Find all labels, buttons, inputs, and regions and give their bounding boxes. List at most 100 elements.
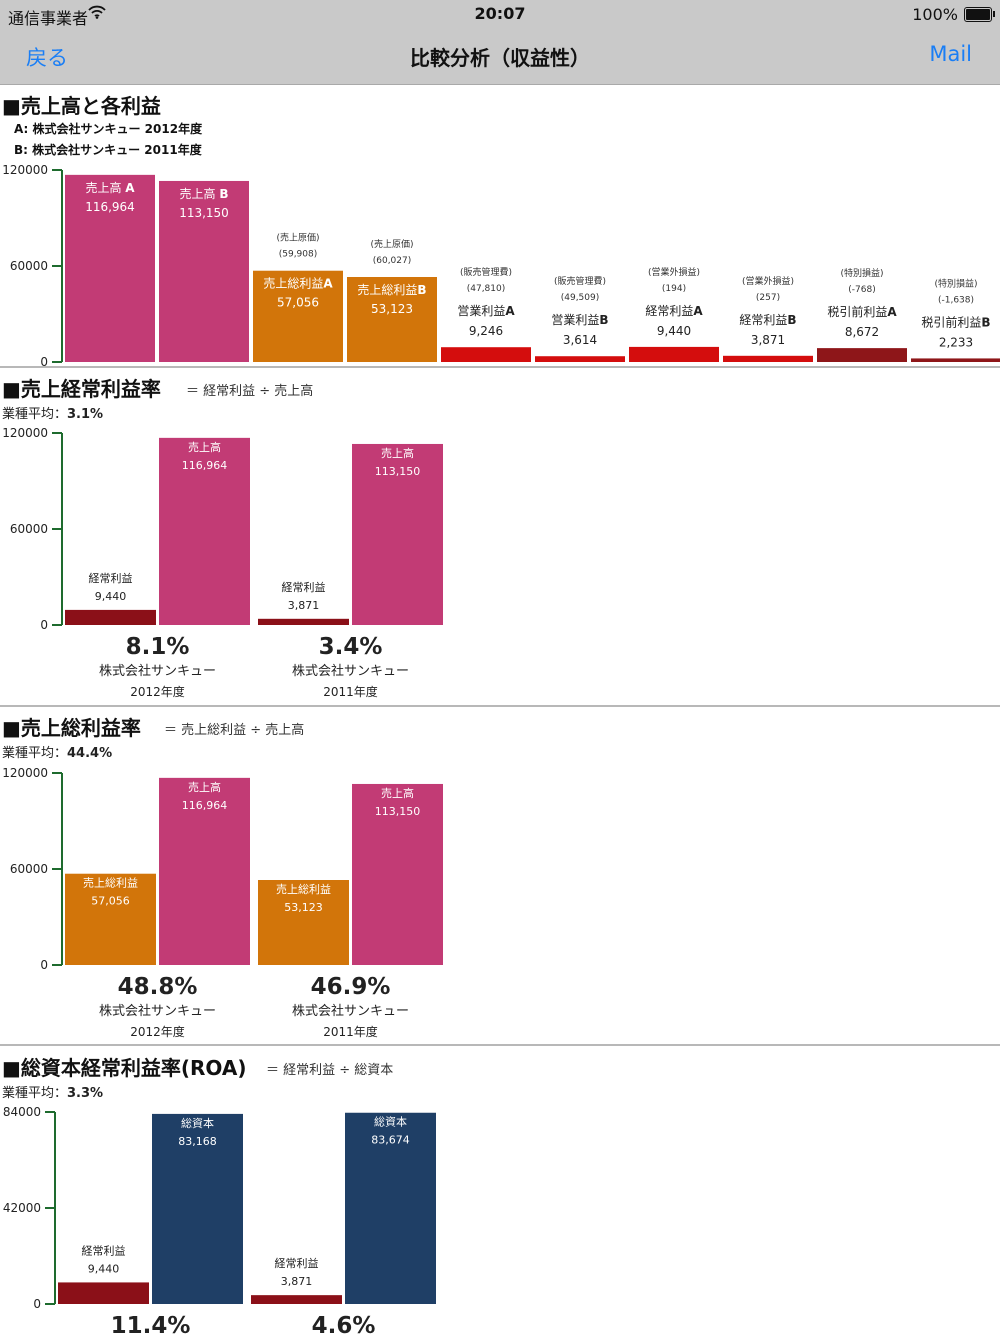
roa-y-tick-label: 42000 bbox=[3, 1201, 41, 1215]
gross-margin-year: 2012年度 bbox=[130, 1024, 185, 1039]
gross-margin-company: 株式会社サンキュー bbox=[99, 1003, 216, 1019]
battery-icon bbox=[964, 7, 995, 22]
bar-sales bbox=[65, 174, 155, 362]
bar-profit bbox=[441, 347, 531, 362]
bar-note-value: (49,509) bbox=[561, 293, 600, 303]
bar-label: 税引前利益B bbox=[921, 314, 990, 329]
bar-label-suffix: A bbox=[887, 305, 897, 319]
ordinary-margin-year: 2012年度 bbox=[130, 684, 185, 699]
bar-value: 3,614 bbox=[563, 333, 597, 347]
gross-margin-bar-value: 57,056 bbox=[91, 895, 130, 908]
legend-a: A: 株式会社サンキュー 2012年度 bbox=[14, 122, 203, 136]
status-bar: 通信事業者 20:07 100% bbox=[0, 0, 1000, 30]
back-button[interactable]: 戻る bbox=[26, 46, 68, 70]
roa-bar-label: 経常利益 bbox=[82, 1243, 126, 1257]
ordinary-margin-bar-label: 売上高 bbox=[188, 440, 221, 454]
industry-average-value: 3.1% bbox=[67, 407, 104, 422]
ordinary-margin-bar-value: 116,964 bbox=[182, 459, 228, 472]
ordinary-margin-y-tick-label: 60000 bbox=[10, 522, 48, 536]
section-divider bbox=[0, 1044, 1000, 1046]
ordinary-margin-y-tick-label: 120000 bbox=[2, 426, 48, 440]
bar-note-value: (-768) bbox=[848, 285, 875, 295]
roa-industry-average: 業種平均：3.3% bbox=[2, 1086, 104, 1101]
gross-margin-company: 株式会社サンキュー bbox=[292, 1003, 409, 1019]
bar-profit bbox=[723, 355, 813, 362]
bar-note: (販売管理費) bbox=[460, 266, 512, 278]
bar-label-suffix: A bbox=[323, 277, 333, 291]
section-title-ordinary-margin: ■売上経常利益率 bbox=[2, 377, 161, 401]
ordinary-margin-industry-average: 業種平均：3.1% bbox=[2, 407, 104, 422]
bar-note-value: (-1,638) bbox=[938, 295, 974, 305]
ordinary-margin-bar bbox=[258, 618, 349, 625]
bar-value: 8,672 bbox=[845, 325, 879, 339]
gross-margin-y-tick-label: 60000 bbox=[10, 862, 48, 876]
bar-note-value: (47,810) bbox=[467, 284, 506, 294]
bar-label-suffix: A bbox=[693, 304, 703, 318]
bar-profit bbox=[535, 356, 625, 362]
bar-note-value: (194) bbox=[662, 284, 686, 294]
bar-value: 2,233 bbox=[939, 335, 973, 349]
ordinary-margin-company: 株式会社サンキュー bbox=[99, 663, 216, 679]
ordinary-margin-bar-value: 3,871 bbox=[288, 599, 320, 612]
sales-profit-y-tick-label: 120000 bbox=[2, 163, 48, 177]
roa-bar-label: 総資本 bbox=[374, 1115, 407, 1129]
mail-button[interactable]: Mail bbox=[929, 42, 972, 66]
bar-label: 売上高 A bbox=[85, 180, 135, 195]
bar-label: 営業利益A bbox=[457, 304, 515, 318]
battery-percent: 100% bbox=[912, 5, 958, 24]
roa-bar bbox=[345, 1112, 436, 1304]
bar-label-suffix: A bbox=[125, 181, 135, 195]
section-divider bbox=[0, 366, 1000, 368]
ordinary-margin-formula: ＝ 経常利益 ÷ 売上高 bbox=[186, 384, 314, 399]
bar-label-suffix: B bbox=[599, 313, 608, 327]
bar-label: 売上総利益A bbox=[263, 276, 333, 291]
gross-margin-bar bbox=[352, 783, 443, 965]
roa-bar-value: 9,440 bbox=[88, 1262, 120, 1275]
bar-note: (売上原価) bbox=[276, 232, 319, 244]
roa-bar-value: 83,674 bbox=[371, 1134, 410, 1147]
bar-value: 3,871 bbox=[751, 333, 785, 347]
clock: 20:07 bbox=[474, 4, 526, 23]
gross-margin-y-tick-label: 0 bbox=[40, 958, 48, 972]
roa-ratio: 11.4% bbox=[111, 1313, 191, 1334]
ordinary-margin-bar bbox=[65, 609, 156, 625]
roa-bar bbox=[58, 1282, 149, 1304]
section-title-sales-profits: ■売上高と各利益 bbox=[2, 94, 161, 118]
bar-note-value: (60,027) bbox=[373, 256, 412, 266]
bar-note: (売上原価) bbox=[370, 238, 413, 250]
bar-label-suffix: B bbox=[787, 313, 796, 327]
bar-label-suffix: B bbox=[219, 187, 228, 201]
ordinary-margin-y-tick-label: 0 bbox=[40, 618, 48, 632]
carrier-label: 通信事業者 bbox=[8, 9, 89, 28]
bar-profit bbox=[911, 358, 1000, 362]
bar-note: (販売管理費) bbox=[554, 275, 606, 287]
roa-bar-value: 83,168 bbox=[178, 1135, 217, 1148]
industry-average-value: 3.3% bbox=[67, 1086, 104, 1101]
ordinary-margin-year: 2011年度 bbox=[323, 684, 378, 699]
legend-b: B: 株式会社サンキュー 2011年度 bbox=[14, 143, 202, 157]
ordinary-margin-bar-label: 売上高 bbox=[381, 446, 414, 460]
bar-note: (営業外損益) bbox=[742, 275, 794, 287]
roa-bar-label: 経常利益 bbox=[275, 1256, 319, 1270]
gross-margin-ratio: 46.9% bbox=[311, 974, 391, 1000]
bar-note-value: (59,908) bbox=[279, 250, 318, 260]
gross-margin-bar-label: 売上高 bbox=[381, 786, 414, 800]
bar-profit bbox=[253, 270, 343, 362]
bar-note: (特別損益) bbox=[840, 267, 883, 279]
section-title-gross-margin: ■売上総利益率 bbox=[2, 716, 141, 740]
gross-margin-ratio: 48.8% bbox=[118, 974, 198, 1000]
gross-margin-bar bbox=[159, 777, 250, 965]
bar-value: 9,246 bbox=[469, 324, 503, 338]
roa-bar bbox=[251, 1295, 342, 1304]
gross-margin-year: 2011年度 bbox=[323, 1024, 378, 1039]
roa-bar bbox=[152, 1113, 243, 1304]
ordinary-margin-bar bbox=[159, 437, 250, 625]
gross-margin-bar-value: 116,964 bbox=[182, 799, 228, 812]
sales-profit-y-tick-label: 60000 bbox=[10, 259, 48, 273]
roa-formula: ＝ 経常利益 ÷ 総資本 bbox=[266, 1063, 394, 1078]
bar-profit bbox=[347, 277, 437, 362]
ordinary-margin-bar-value: 113,150 bbox=[375, 465, 421, 478]
ordinary-margin-bar-label: 経常利益 bbox=[282, 580, 326, 594]
gross-margin-bar-label: 売上総利益 bbox=[83, 876, 138, 890]
